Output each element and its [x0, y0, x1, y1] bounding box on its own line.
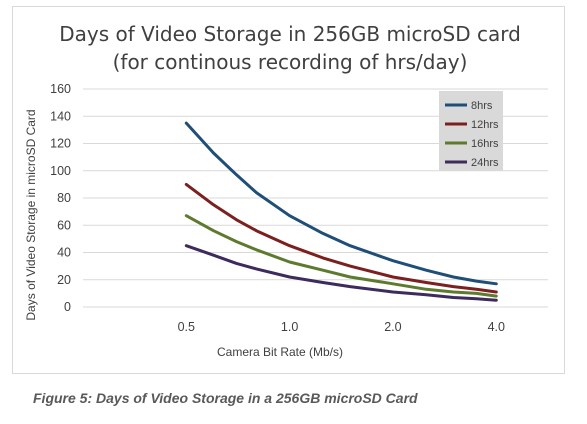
gridlines: [83, 88, 548, 308]
y-tick-label: 80: [57, 191, 71, 205]
chart-title-line-1: Days of Video Storage in 256GB microSD c…: [59, 22, 521, 46]
chart-svg: Days of Video Storage in 256GB microSD c…: [24, 22, 548, 359]
y-axis-title: Days of Video Storage in microSD Card: [24, 109, 38, 320]
y-tick-label: 120: [50, 137, 71, 151]
x-tick-label: 0.5: [178, 320, 195, 334]
y-tick-label: 160: [50, 82, 71, 96]
legend-label-8hrs: 8hrs: [471, 100, 493, 112]
series-lines: [184, 121, 498, 302]
y-tick-label: 20: [57, 273, 71, 287]
series-line-24hrs: [184, 244, 498, 302]
legend: 8hrs 12hrs 16hrs 24hrs: [439, 91, 503, 171]
y-tick-labels: 0 20 40 60 80 100 120 140 160: [50, 82, 71, 314]
y-tick-label: 140: [50, 109, 71, 123]
legend-label-16hrs: 16hrs: [471, 138, 499, 150]
chart-container: Days of Video Storage in 256GB microSD c…: [12, 6, 565, 374]
y-tick-label: 0: [64, 300, 71, 314]
legend-label-24hrs: 24hrs: [471, 157, 499, 169]
figure-caption: Figure 5: Days of Video Storage in a 256…: [33, 390, 418, 406]
y-tick-label: 40: [57, 246, 71, 260]
x-axis-title: Camera Bit Rate (Mb/s): [217, 345, 343, 359]
y-tick-label: 100: [50, 164, 71, 178]
x-tick-labels: 0.5 1.0 2.0 4.0: [178, 320, 505, 334]
x-tick-label: 4.0: [488, 320, 505, 334]
series-line-16hrs: [184, 214, 498, 298]
series-line-12hrs: [184, 182, 498, 294]
x-tick-label: 1.0: [281, 320, 298, 334]
legend-label-12hrs: 12hrs: [471, 119, 499, 131]
series-line-8hrs: [184, 121, 498, 286]
chart-title-line-2: (for continous recording of hrs/day): [113, 50, 468, 74]
y-tick-label: 60: [57, 218, 71, 232]
x-tick-label: 2.0: [384, 320, 401, 334]
